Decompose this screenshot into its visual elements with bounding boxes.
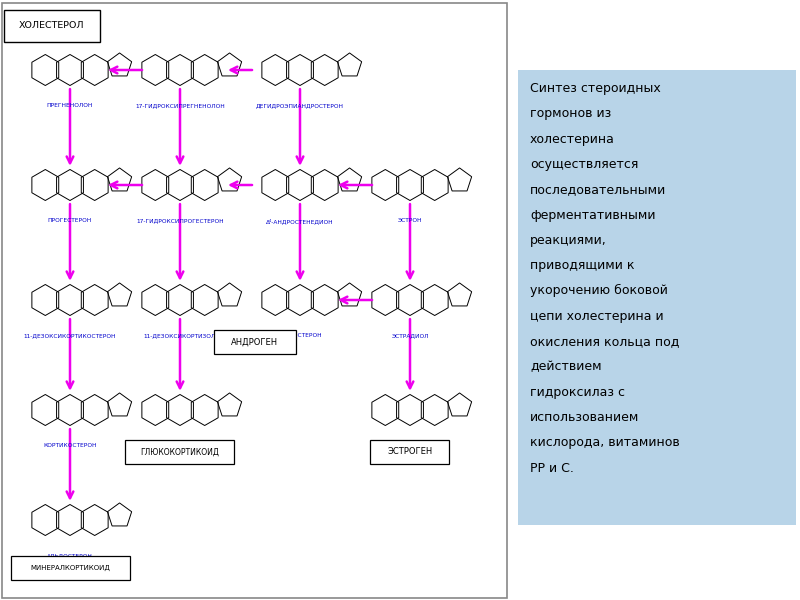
FancyBboxPatch shape [10, 556, 130, 580]
FancyBboxPatch shape [126, 440, 234, 464]
Text: осуществляется: осуществляется [530, 158, 638, 171]
Text: 17-ГИДРОКСИПРОГЕСТЕРОН: 17-ГИДРОКСИПРОГЕСТЕРОН [136, 218, 224, 223]
Text: приводящими к: приводящими к [530, 259, 634, 272]
Text: последовательными: последовательными [530, 183, 666, 196]
Text: 11-ДЕЗОКСИКОРТИКОСТЕРОН: 11-ДЕЗОКСИКОРТИКОСТЕРОН [24, 333, 116, 338]
Text: использованием: использованием [530, 411, 639, 424]
Text: ТЕСТОСТЕРОН: ТЕСТОСТЕРОН [278, 333, 322, 338]
Text: РР и С.: РР и С. [530, 461, 574, 475]
Text: 17-ГИДРОКСИПРЕГНЕНОЛОН: 17-ГИДРОКСИПРЕГНЕНОЛОН [135, 103, 225, 108]
FancyBboxPatch shape [518, 70, 796, 525]
FancyBboxPatch shape [2, 3, 507, 598]
Text: 11-ДЕЗОКСИКОРТИЗОЛ: 11-ДЕЗОКСИКОРТИЗОЛ [144, 333, 216, 338]
Text: ПРОГЕСТЕРОН: ПРОГЕСТЕРОН [48, 218, 92, 223]
Text: действием: действием [530, 360, 602, 373]
Text: реакциями,: реакциями, [530, 234, 606, 247]
Text: ЭСТРОН: ЭСТРОН [398, 218, 422, 223]
Text: Синтез стероидных: Синтез стероидных [530, 82, 661, 95]
Text: холестерина: холестерина [530, 133, 615, 146]
Text: КОРТИЗОЛ: КОРТИЗОЛ [163, 443, 197, 448]
Text: ДЕГИДРОЭПИАНДРОСТЕРОН: ДЕГИДРОЭПИАНДРОСТЕРОН [256, 103, 344, 108]
Text: ЭСТРОГЕН: ЭСТРОГЕН [387, 448, 433, 457]
Text: цепи холестерина и: цепи холестерина и [530, 310, 664, 323]
Text: ЭСТРАДИОЛ: ЭСТРАДИОЛ [391, 333, 429, 338]
Text: укорочению боковой: укорочению боковой [530, 284, 668, 298]
FancyBboxPatch shape [4, 10, 100, 42]
Text: МИНЕРАЛКОРТИКОИД: МИНЕРАЛКОРТИКОИД [30, 565, 110, 571]
Text: КОРТИКОСТЕРОН: КОРТИКОСТЕРОН [43, 443, 97, 448]
Text: гидроксилаз с: гидроксилаз с [530, 386, 625, 398]
Text: кислорода, витаминов: кислорода, витаминов [530, 436, 680, 449]
Text: ферментативными: ферментативными [530, 209, 655, 221]
Text: гормонов из: гормонов из [530, 107, 611, 120]
FancyBboxPatch shape [214, 330, 296, 354]
Text: ЭСТРИОЛ: ЭСТРИОЛ [395, 443, 425, 448]
Text: окисления кольца под: окисления кольца под [530, 335, 679, 348]
Text: ПРЕГНЕНОЛОН: ПРЕГНЕНОЛОН [47, 103, 93, 108]
FancyBboxPatch shape [370, 440, 450, 464]
Text: Δ⁴-АНДРОСТЕНЕДИОН: Δ⁴-АНДРОСТЕНЕДИОН [266, 218, 334, 224]
Text: АНДРОГЕН: АНДРОГЕН [231, 337, 278, 346]
Text: ХОЛЕСТЕРОЛ: ХОЛЕСТЕРОЛ [19, 21, 85, 30]
Text: ГЛЮКОКОРТИКОИД: ГЛЮКОКОРТИКОИД [141, 448, 219, 457]
Text: АЛЬДОСТЕРОН: АЛЬДОСТЕРОН [47, 553, 93, 558]
